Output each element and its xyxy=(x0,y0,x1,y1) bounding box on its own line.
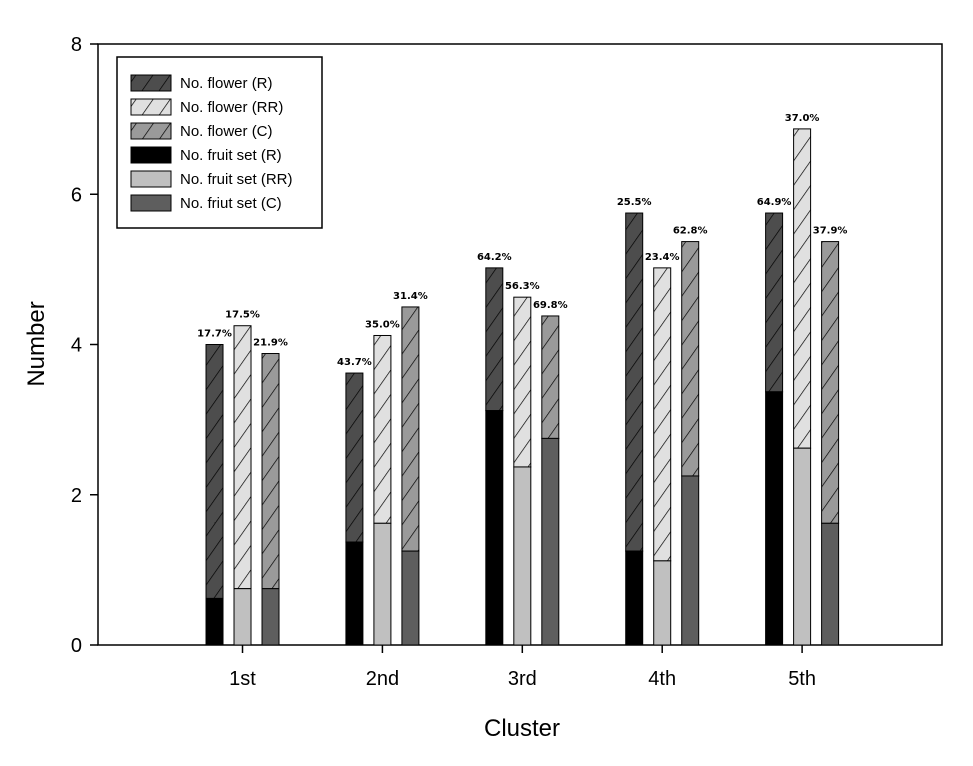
data-label-r: 43.7% xyxy=(337,357,372,368)
legend-swatch-hatch xyxy=(131,123,171,139)
data-labels: 17.7% 43.7% 64.2% 25.5% 64.9% 17.5% 35.0% 56.3%… xyxy=(197,113,847,368)
data-label-rr: 56.3% xyxy=(505,281,540,292)
data-label-r: 64.9% xyxy=(757,197,792,208)
legend-entry: No. flower (RR) xyxy=(180,99,283,116)
data-label-r: 64.2% xyxy=(477,252,512,263)
bar-fruit-r xyxy=(345,541,364,646)
data-label-rr: 35.0% xyxy=(365,319,400,330)
axis-ticks: 0 2 4 6 8 1st 2nd 3rd 4th 5th xyxy=(71,34,816,690)
bar-fruit-rr xyxy=(653,560,672,646)
legend-swatch-hatch xyxy=(131,99,171,115)
data-label-rr: 23.4% xyxy=(645,252,680,263)
bar-flower-hatch-r xyxy=(765,213,783,392)
data-label-c: 37.9% xyxy=(813,226,848,237)
legend-entry: No. fruit set (RR) xyxy=(180,171,293,188)
y-tick-label: 4 xyxy=(71,335,82,357)
x-tick-label: 1st xyxy=(229,668,256,690)
bar-flower-hatch-rr xyxy=(513,297,531,467)
bar-flower-hatch-c xyxy=(401,306,419,552)
x-tick-label: 3rd xyxy=(508,668,537,690)
bar-fruit-r xyxy=(205,597,224,646)
y-tick-label: 2 xyxy=(71,485,82,507)
bar-flower-hatch-r xyxy=(485,267,503,411)
bar-flower-hatch-rr xyxy=(373,335,391,524)
bar-fruit-r xyxy=(625,550,644,646)
data-label-rr: 17.5% xyxy=(225,310,260,321)
x-tick-label: 5th xyxy=(788,668,816,690)
y-tick-label: 8 xyxy=(71,34,82,56)
bar-flower-hatch-c xyxy=(541,315,559,439)
legend-entry: No. fruit set (R) xyxy=(180,147,282,164)
bar-fruit-c xyxy=(541,437,560,646)
bar-flower-hatch-rr xyxy=(653,267,671,561)
bar-fruit-rr xyxy=(373,522,392,646)
bar-fruit-rr xyxy=(233,588,252,646)
bar-fruit-r xyxy=(485,410,504,646)
data-label-c: 21.9% xyxy=(253,338,288,349)
legend-swatch-hatch xyxy=(131,75,171,91)
y-tick-label: 6 xyxy=(71,184,82,206)
data-label-r: 25.5% xyxy=(617,197,652,208)
legend-entry: No. flower (R) xyxy=(180,75,273,92)
legend-entry: No. friut set (C) xyxy=(180,195,282,212)
data-label-c: 31.4% xyxy=(393,291,428,302)
x-tick-label: 2nd xyxy=(366,668,399,690)
bar-fruit-rr xyxy=(513,466,532,646)
bar-flower-hatch-r xyxy=(345,373,363,543)
bar-flower-hatch-r xyxy=(206,344,224,599)
bar-fruit-c xyxy=(821,522,840,646)
legend-swatch xyxy=(130,194,172,212)
bar-fruit-c xyxy=(681,475,700,646)
bar-fruit-c xyxy=(401,550,420,646)
x-axis-title: Cluster xyxy=(484,715,560,742)
bar-flower-hatch-r xyxy=(625,213,643,552)
data-label-c: 62.8% xyxy=(673,226,708,237)
data-label-c: 69.8% xyxy=(533,300,568,311)
legend: No. flower (R) No. flower (RR) No. flower … xyxy=(116,56,323,229)
bar-flower-hatch-rr xyxy=(793,128,811,449)
y-axis-title: Number xyxy=(23,301,50,386)
bar-flower-hatch-c xyxy=(681,241,699,476)
data-label-rr: 37.0% xyxy=(785,113,820,124)
bar-flower-hatch-rr xyxy=(234,325,252,589)
legend-swatch xyxy=(130,146,172,164)
y-tick-label: 0 xyxy=(71,635,82,657)
bar-fruit-r xyxy=(765,391,784,646)
x-tick-label: 4th xyxy=(648,668,676,690)
legend-entry: No. flower (C) xyxy=(180,123,273,140)
bar-fruit-c xyxy=(261,588,280,646)
data-label-r: 17.7% xyxy=(197,329,232,340)
bar-fruit-rr xyxy=(793,447,812,646)
bar-flower-hatch-c xyxy=(262,353,280,589)
legend-swatch xyxy=(130,170,172,188)
plot-area xyxy=(97,43,943,646)
bar-flower-hatch-c xyxy=(821,241,839,524)
